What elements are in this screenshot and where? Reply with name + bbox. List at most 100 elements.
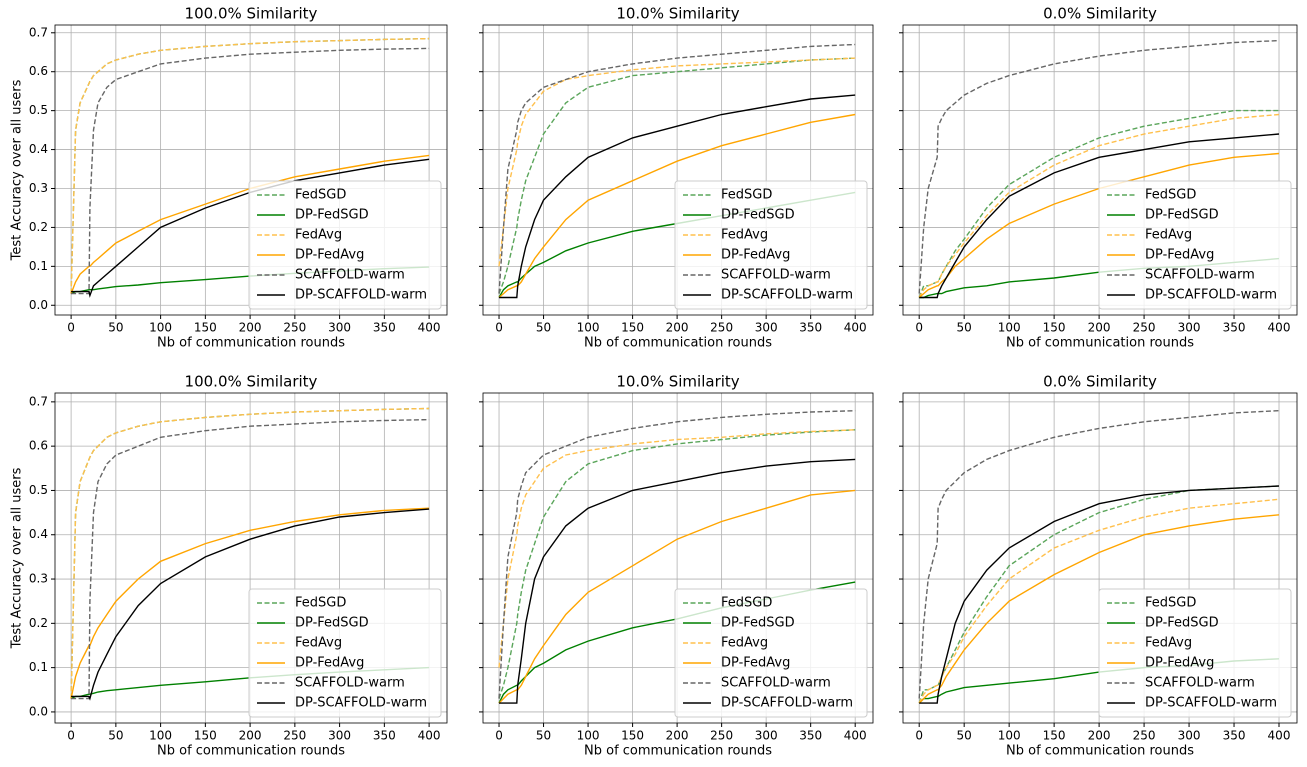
axes-frame <box>54 392 448 724</box>
legend-label: FedSGD <box>1145 188 1196 203</box>
series-line <box>498 429 856 699</box>
series-line <box>70 507 430 699</box>
subplot: 0 50 100 150 200 250 300 350 400 0.0 0.1 0.2 0.3 0.4 0… <box>10 5 448 351</box>
x-tick-label: 350 <box>373 321 396 335</box>
x-axis-label: Nb of communication rounds <box>584 744 772 759</box>
x-tick-label: 250 <box>1133 321 1156 335</box>
legend-box <box>1098 588 1292 718</box>
x-tick-label: 350 <box>1223 729 1246 743</box>
series-line <box>70 37 430 294</box>
legend-label: SCAFFOLD-warm <box>295 676 405 691</box>
x-tick-label: 50 <box>108 729 123 743</box>
x-tick-label: 100 <box>577 729 600 743</box>
series-line <box>71 508 430 701</box>
legend-label: DP-FedSGD <box>721 208 795 223</box>
x-tick-label: 350 <box>373 729 396 743</box>
legend-label: DP-FedSGD <box>295 208 369 223</box>
series-line <box>499 94 856 299</box>
chart-title: 100.0% Similarity <box>185 5 318 23</box>
x-tick-label: 150 <box>621 321 644 335</box>
legend-label: FedAvg <box>1145 636 1192 651</box>
x-tick-label: 300 <box>1178 321 1201 335</box>
subplot: 0 50 100 150 200 250 300 350 400 0.0 0.1 0.2 0.3 0.4 0… <box>10 373 448 759</box>
x-tick-label: 50 <box>957 321 972 335</box>
chart-title: 0.0% Similarity <box>1043 373 1157 391</box>
x-axis-label: Nb of communication rounds <box>1006 744 1194 759</box>
x-tick-label: 250 <box>710 321 733 335</box>
x-tick-label: 400 <box>844 321 867 335</box>
x-tick-label: 0 <box>67 729 75 743</box>
y-tick-label: 0.1 <box>29 660 48 674</box>
legend: FedSGD DP-FedSGD FedAvg DP-FedAvg SCAFFOLD-w… <box>674 180 868 310</box>
subplot: 0 50 100 150 200 250 300 350 400 10.0% Similarity… <box>479 5 874 351</box>
series-line <box>918 498 1280 704</box>
x-tick-label: 250 <box>1133 729 1156 743</box>
x-tick-label: 50 <box>536 321 551 335</box>
axes-frame <box>902 392 1298 724</box>
legend-box <box>248 588 442 718</box>
x-tick-label: 250 <box>283 321 306 335</box>
legend: FedSGD DP-FedSGD FedAvg DP-FedAvg SCAFFOLD-w… <box>1098 588 1292 718</box>
x-tick-label: 0 <box>915 729 923 743</box>
x-tick-label: 350 <box>799 321 822 335</box>
series-line <box>918 113 1280 298</box>
x-tick-label: 300 <box>755 321 778 335</box>
y-tick-label: 0.7 <box>29 394 48 408</box>
legend-label: SCAFFOLD-warm <box>1145 676 1255 691</box>
x-tick-label: 150 <box>1043 729 1066 743</box>
series-line <box>71 158 430 298</box>
axes-frame <box>54 24 448 316</box>
legend-box <box>674 180 868 310</box>
x-tick-label: 150 <box>194 729 217 743</box>
y-tick-label: 0.3 <box>29 181 48 195</box>
legend-box <box>1098 180 1292 310</box>
legend-label: FedSGD <box>1145 596 1196 611</box>
legend-label: DP-SCAFFOLD-warm <box>721 696 853 711</box>
series-line <box>70 407 430 699</box>
y-tick-label: 0.6 <box>29 439 48 453</box>
x-tick-label: 0 <box>495 729 503 743</box>
legend-label: FedAvg <box>721 636 768 651</box>
chart-title: 10.0% Similarity <box>616 5 739 23</box>
x-tick-label: 100 <box>998 321 1021 335</box>
series-line <box>919 133 1280 299</box>
series-line <box>498 43 856 294</box>
legend-label: FedSGD <box>295 188 346 203</box>
y-axis-label: Test Accuracy over all users <box>10 467 25 649</box>
x-tick-label: 400 <box>1268 729 1291 743</box>
x-tick-label: 200 <box>666 729 689 743</box>
x-tick-label: 300 <box>1178 729 1201 743</box>
y-axis-label: Test Accuracy over all users <box>10 79 25 261</box>
x-tick-label: 50 <box>108 321 123 335</box>
legend-label: DP-SCAFFOLD-warm <box>1145 696 1277 711</box>
chart-title: 0.0% Similarity <box>1043 5 1157 23</box>
y-tick-label: 0.0 <box>29 298 48 312</box>
series-line <box>498 489 856 704</box>
x-axis-label: Nb of communication rounds <box>157 744 345 759</box>
legend-label: FedSGD <box>721 188 772 203</box>
x-tick-label: 300 <box>755 729 778 743</box>
series-line <box>498 57 856 267</box>
y-tick-label: 0.4 <box>29 527 48 541</box>
legend-label: DP-FedAvg <box>1145 248 1214 263</box>
series-line <box>71 418 430 700</box>
legend-label: DP-FedAvg <box>721 248 790 263</box>
series-line <box>918 152 1280 299</box>
x-tick-label: 300 <box>328 729 351 743</box>
legend-label: DP-FedSGD <box>295 616 369 631</box>
y-tick-label: 0.3 <box>29 572 48 586</box>
y-tick-label: 0.2 <box>29 220 48 234</box>
legend-label: DP-FedSGD <box>1145 616 1219 631</box>
y-tick-label: 0.5 <box>29 483 48 497</box>
subplot: 0 50 100 150 200 250 300 350 400 0.0% Similarity N… <box>899 5 1298 351</box>
x-tick-label: 250 <box>710 729 733 743</box>
x-tick-label: 100 <box>149 729 172 743</box>
x-tick-label: 150 <box>621 729 644 743</box>
axes-frame <box>482 392 874 724</box>
x-tick-label: 400 <box>418 321 441 335</box>
x-tick-label: 100 <box>149 321 172 335</box>
legend-label: DP-FedAvg <box>1145 656 1214 671</box>
series-line <box>498 429 856 668</box>
series-line <box>498 410 856 699</box>
